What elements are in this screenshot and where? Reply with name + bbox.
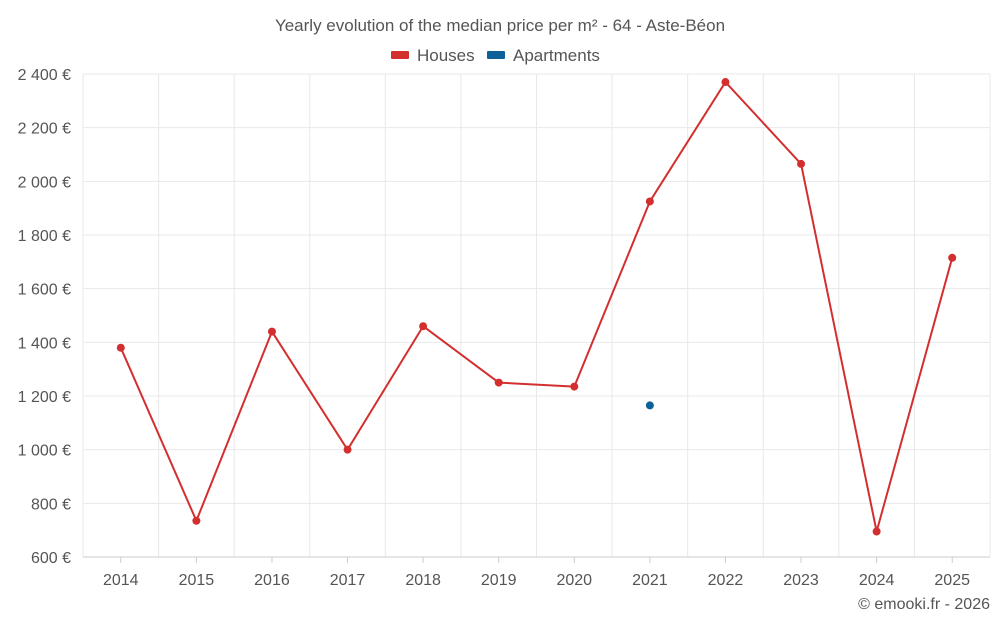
chart-legend: Houses Apartments [391,46,600,65]
data-point[interactable] [267,327,276,336]
x-tick-label: 2018 [405,572,441,589]
credit-text: © emooki.fr - 2026 [858,596,990,613]
series-houses [116,78,957,536]
series-apartments [645,401,654,410]
legend-label: Apartments [513,46,600,65]
data-point[interactable] [192,516,201,525]
chart-title: Yearly evolution of the median price per… [275,16,725,35]
data-point[interactable] [343,445,352,454]
x-tick-label: 2021 [632,572,668,589]
data-point[interactable] [797,159,806,168]
grid-lines [82,73,991,557]
series-layer [116,78,957,536]
legend-item-houses[interactable]: Houses [391,46,475,65]
y-tick-label: 2 400 € [18,67,71,84]
x-tick-label: 2020 [556,572,592,589]
x-tick-label: 2025 [934,572,970,589]
data-point[interactable] [721,78,730,87]
x-tick-label: 2014 [103,572,139,589]
data-point[interactable] [570,382,579,391]
data-point[interactable] [645,197,654,206]
y-tick-label: 800 € [31,496,71,513]
x-tick-label: 2015 [179,572,215,589]
x-tick-label: 2017 [330,572,366,589]
data-point[interactable] [419,322,428,331]
y-tick-label: 1 800 € [18,228,71,245]
legend-item-apartments[interactable]: Apartments [487,46,600,65]
series-line [119,81,954,533]
data-point[interactable] [872,527,881,536]
y-tick-label: 1 200 € [18,389,71,406]
data-point[interactable] [645,401,654,410]
y-tick-label: 2 000 € [18,174,71,191]
y-tick-label: 1 400 € [18,335,71,352]
data-point[interactable] [948,253,957,262]
legend-label: Houses [417,46,475,65]
legend-swatch [391,51,409,59]
legend-swatch [487,51,505,59]
y-tick-label: 1 600 € [18,282,71,299]
data-point[interactable] [494,378,503,387]
x-tick-label: 2023 [783,572,819,589]
x-tick-label: 2016 [254,572,290,589]
y-tick-label: 1 000 € [18,443,71,460]
axes: 600 € 800 € 1 000 € 1 200 € 1 400 € 1 600 € 1 … [18,67,990,589]
y-tick-label: 600 € [31,550,71,567]
data-point[interactable] [116,343,125,352]
x-tick-label: 2019 [481,572,517,589]
y-tick-label: 2 200 € [18,121,71,138]
x-tick-label: 2022 [708,572,744,589]
x-tick-label: 2024 [859,572,895,589]
